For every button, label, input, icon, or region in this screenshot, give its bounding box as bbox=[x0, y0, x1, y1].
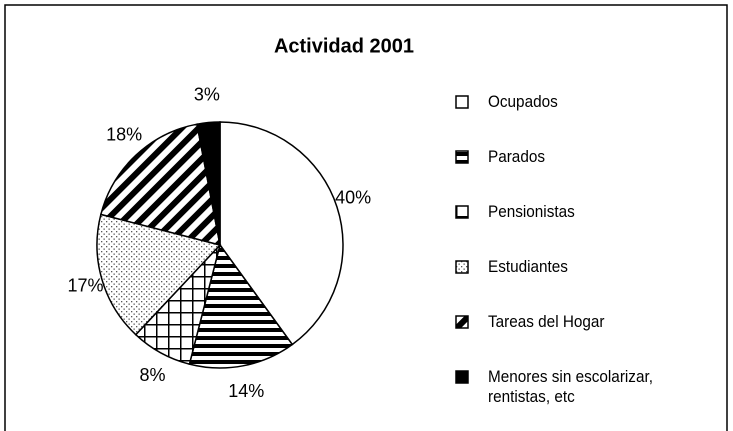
pie-slice bbox=[188, 243, 294, 369]
data-label: 40% bbox=[335, 187, 371, 207]
data-label: 14% bbox=[228, 381, 264, 401]
legend-label: Parados bbox=[488, 147, 545, 166]
legend-label: Tareas del Hogar bbox=[488, 312, 605, 331]
pie-slice bbox=[219, 121, 344, 346]
data-label: 17% bbox=[68, 276, 104, 296]
legend-label: Ocupados bbox=[488, 92, 558, 111]
pie-slice bbox=[196, 121, 221, 246]
legend-marker bbox=[455, 370, 469, 384]
legend-marker bbox=[455, 205, 469, 219]
legend-label: Pensionistas bbox=[488, 202, 575, 221]
legend-marker bbox=[455, 260, 469, 274]
data-label: 3% bbox=[194, 84, 220, 104]
legend-marker bbox=[455, 315, 469, 329]
pie-slice bbox=[99, 123, 221, 247]
data-label: 8% bbox=[140, 365, 166, 385]
pie-slice bbox=[96, 213, 222, 336]
chart-frame bbox=[4, 4, 728, 431]
chart-title: Actividad 2001 bbox=[274, 35, 414, 57]
data-label: 18% bbox=[106, 124, 142, 144]
legend-marker bbox=[455, 150, 469, 164]
legend-marker bbox=[455, 95, 469, 109]
legend-label: Estudiantes bbox=[488, 257, 568, 276]
legend-label: Menores sin escolarizar, rentistas, etc bbox=[488, 367, 653, 406]
